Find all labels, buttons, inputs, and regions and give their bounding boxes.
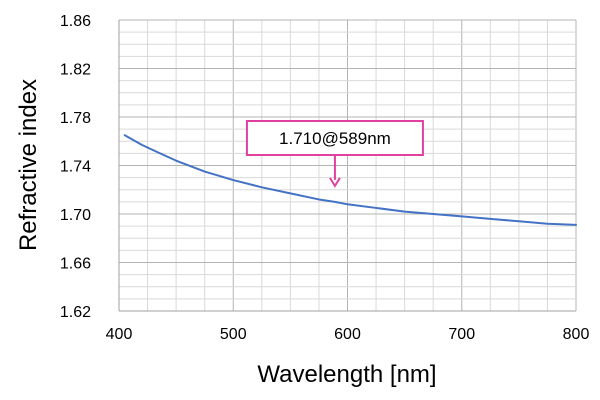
x-axis-title: Wavelength [nm] [257, 361, 436, 388]
x-tick-labels: 400 500 600 700 800 [106, 326, 590, 343]
series-layer [123, 134, 577, 226]
annotation-label: 1.710@589nm [279, 129, 391, 148]
x-tick-label: 700 [448, 326, 475, 343]
annotation-layer: 1.710@589nm [245, 120, 424, 188]
y-tick-labels: 1.62 1.66 1.70 1.74 1.78 1.82 1.86 [60, 13, 91, 321]
annotation-arrow-head [329, 177, 341, 188]
axes [118, 20, 576, 312]
x-tick-label: 800 [563, 326, 590, 343]
refractive-index-curve [123, 134, 577, 226]
y-tick-label: 1.82 [60, 62, 91, 79]
annotation-box [245, 120, 424, 156]
x-tick-label: 400 [106, 326, 133, 343]
y-tick-label: 1.62 [60, 304, 91, 321]
y-tick-label: 1.70 [60, 207, 91, 224]
y-tick-label: 1.66 [60, 256, 91, 273]
y-tick-label: 1.86 [60, 13, 91, 30]
y-tick-label: 1.78 [60, 110, 91, 127]
x-tick-label: 500 [220, 326, 247, 343]
y-tick-label: 1.74 [60, 159, 91, 176]
y-axis-title: Refractive index [15, 79, 42, 251]
x-tick-label: 600 [334, 326, 361, 343]
